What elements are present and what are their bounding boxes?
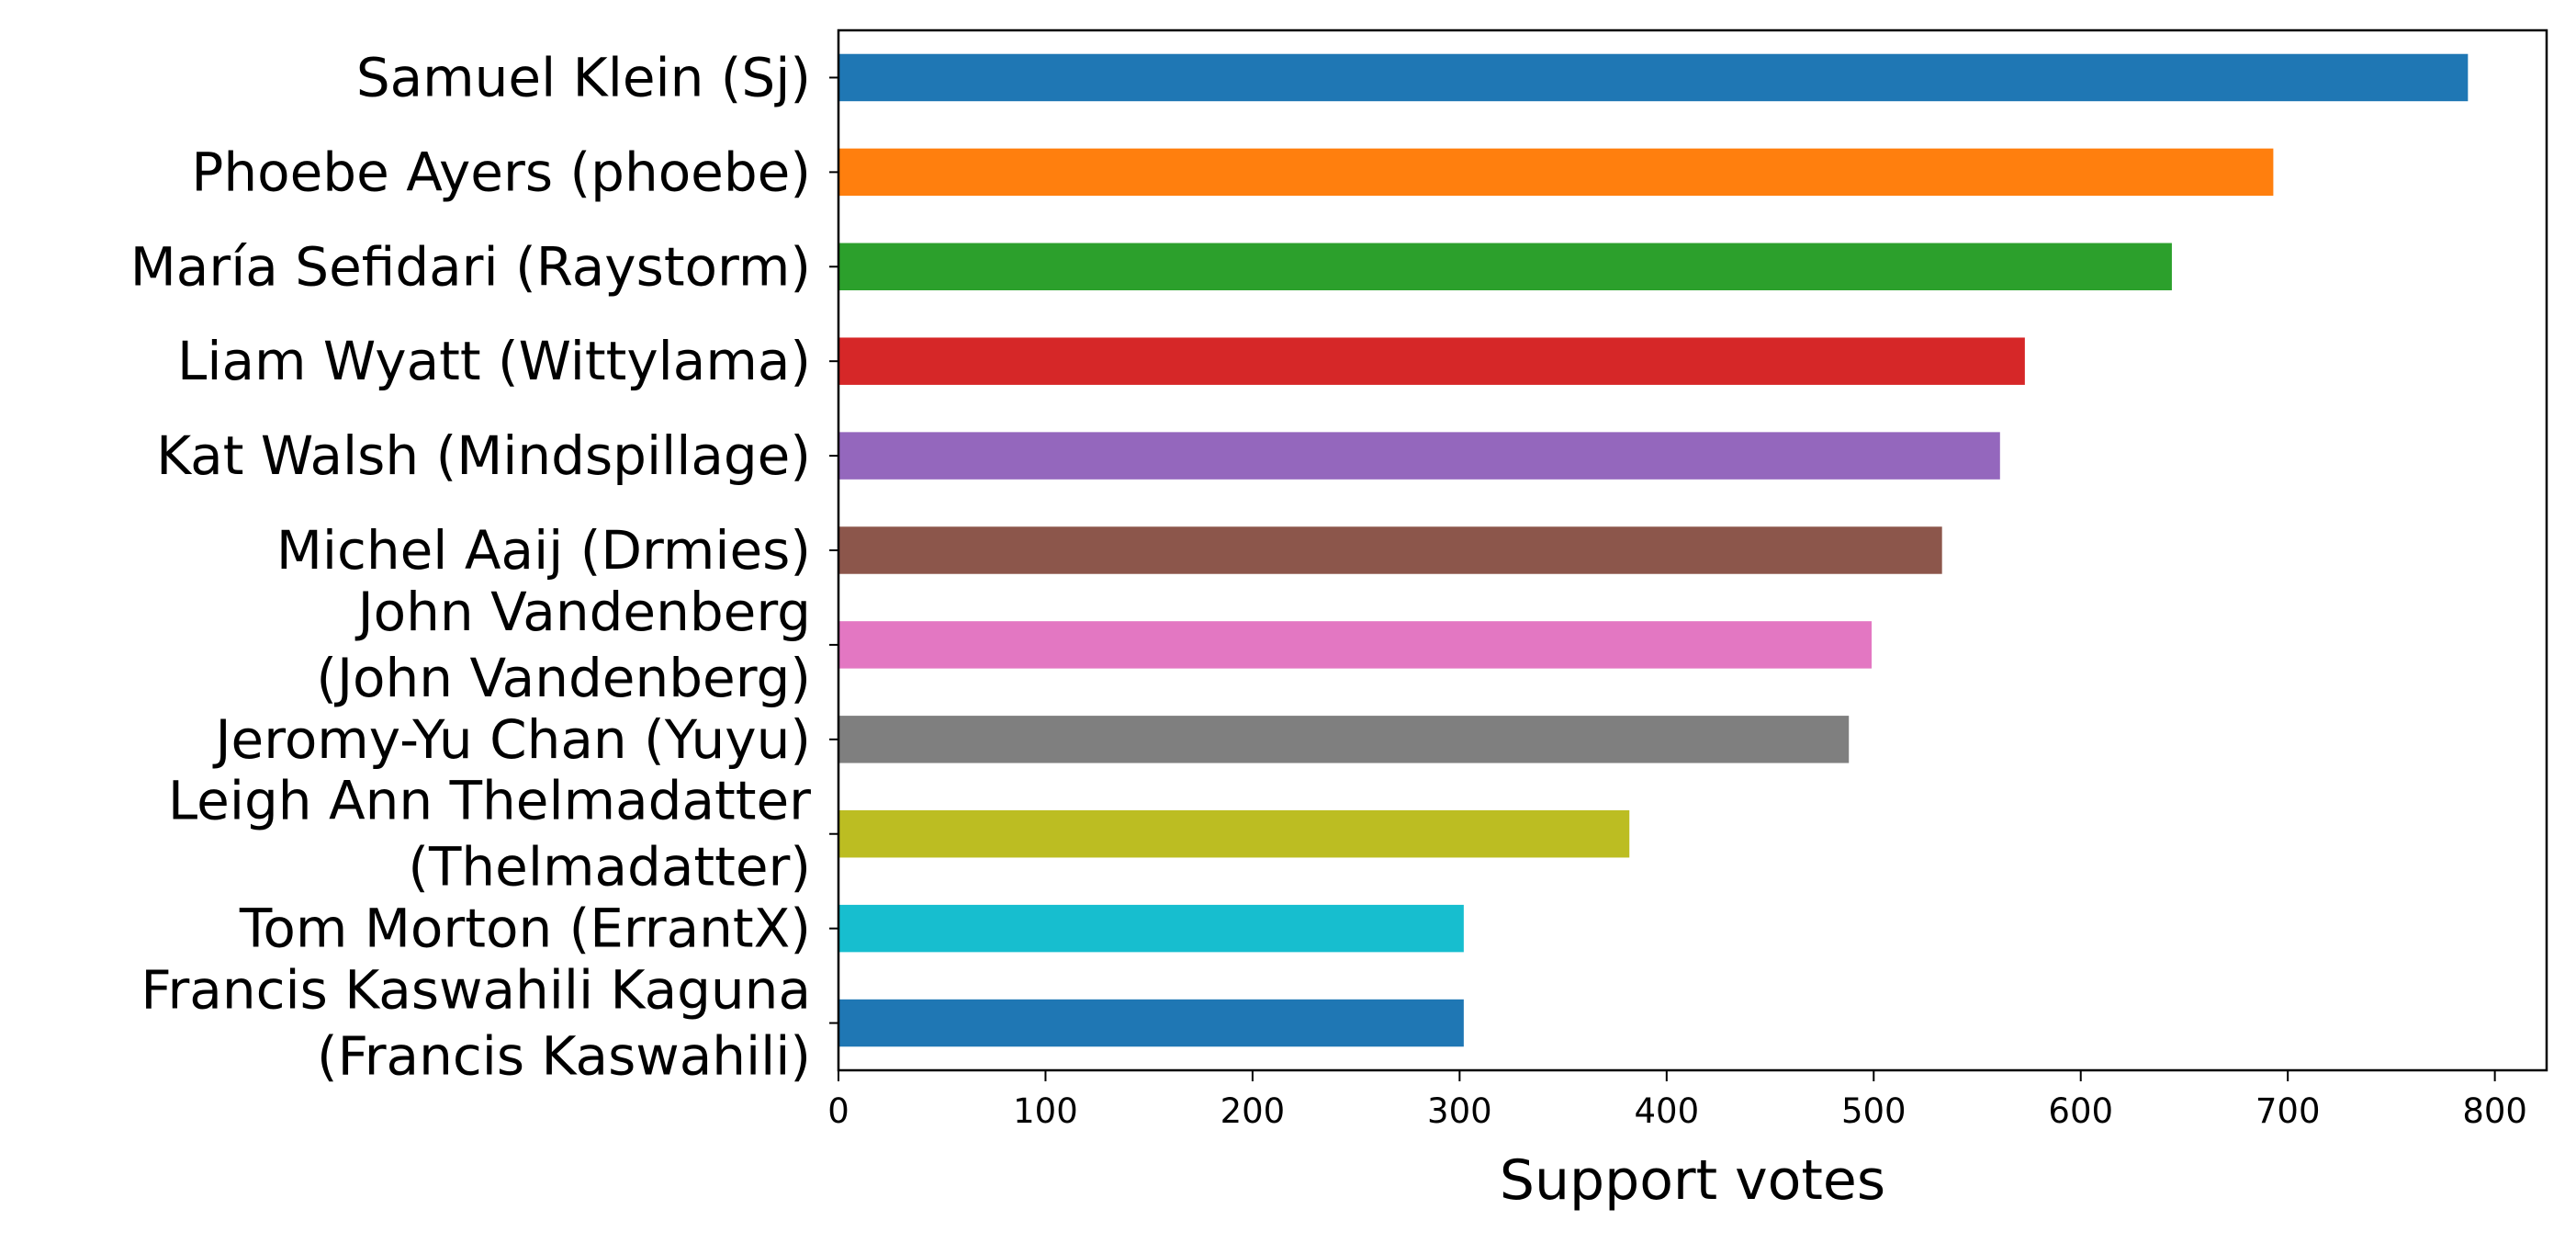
- x-tick-label: 200: [1221, 1091, 1286, 1131]
- category-label-line: (John Vandenberg): [316, 647, 811, 709]
- category-label-line: John Vandenberg: [355, 581, 811, 643]
- category-label: John Vandenberg (John Vandenberg): [316, 581, 811, 709]
- category-label-line: Francis Kaswahili Kaguna: [141, 959, 811, 1022]
- category-label: Phoebe Ayers (phoebe): [191, 141, 811, 203]
- category-label-line: Michel Aaij (Drmies): [276, 519, 811, 582]
- category-label: Michel Aaij (Drmies): [276, 519, 811, 582]
- x-tick-label: 100: [1013, 1091, 1078, 1131]
- category-label: Liam Wyatt (Wittylama): [177, 330, 811, 392]
- category-label-line: Leigh Ann Thelmadatter: [168, 770, 811, 832]
- x-tick-label: 300: [1427, 1091, 1492, 1131]
- category-label-line: Jeromy-Yu Chan (Yuyu): [212, 708, 811, 771]
- bar: [838, 337, 2025, 385]
- x-tick-label: 600: [2048, 1091, 2113, 1131]
- x-tick-label: 800: [2462, 1091, 2527, 1131]
- plot-area-frame: [837, 28, 2548, 1072]
- x-tick-label: 500: [1841, 1091, 1907, 1131]
- category-label-line: Samuel Klein (Sj): [356, 46, 811, 108]
- category-label: Kat Walsh (Mindspillage): [156, 424, 811, 487]
- bar: [838, 621, 1873, 669]
- category-label: Samuel Klein (Sj): [356, 46, 811, 108]
- category-label-line: Kat Walsh (Mindspillage): [156, 424, 811, 487]
- bar: [838, 716, 1850, 763]
- x-axis-ticks: 0 100 200 300 400 500 600 700 800: [827, 76, 2527, 1131]
- category-label: Francis Kaswahili Kaguna (Francis Kaswahi…: [141, 959, 811, 1088]
- bar: [838, 53, 2469, 102]
- category-label-line: Liam Wyatt (Wittylama): [177, 330, 811, 392]
- bar: [838, 526, 1942, 574]
- category-label: María Sefidari (Raystorm): [130, 235, 811, 298]
- category-label-line: Phoebe Ayers (phoebe): [191, 141, 811, 203]
- x-tick-label: 700: [2255, 1091, 2321, 1131]
- bar: [838, 148, 2274, 197]
- bar: [838, 432, 2000, 480]
- bars-layer: [838, 53, 2469, 1047]
- x-axis-title: Support votes: [1500, 1148, 1885, 1213]
- bar: [838, 999, 1464, 1047]
- y-axis-category-labels: Samuel Klein (Sj) Phoebe Ayers (phoebe) Ma…: [130, 46, 811, 1087]
- category-label: Leigh Ann Thelmadatter (Thelmadatter): [168, 770, 811, 898]
- category-label: Jeromy-Yu Chan (Yuyu): [212, 708, 811, 771]
- category-label: Tom Morton (ErrantX): [239, 898, 811, 960]
- category-label-line: María Sefidari (Raystorm): [130, 235, 811, 298]
- x-tick-label: 0: [827, 1091, 849, 1131]
- x-tick-label: 400: [1635, 1091, 1700, 1131]
- bar: [838, 904, 1464, 953]
- category-label-line: Tom Morton (ErrantX): [239, 898, 811, 960]
- bar: [838, 810, 1630, 858]
- category-label-line: (Thelmadatter): [408, 836, 811, 898]
- bar: [838, 243, 2172, 290]
- category-label-line: (Francis Kaswahili): [317, 1025, 811, 1088]
